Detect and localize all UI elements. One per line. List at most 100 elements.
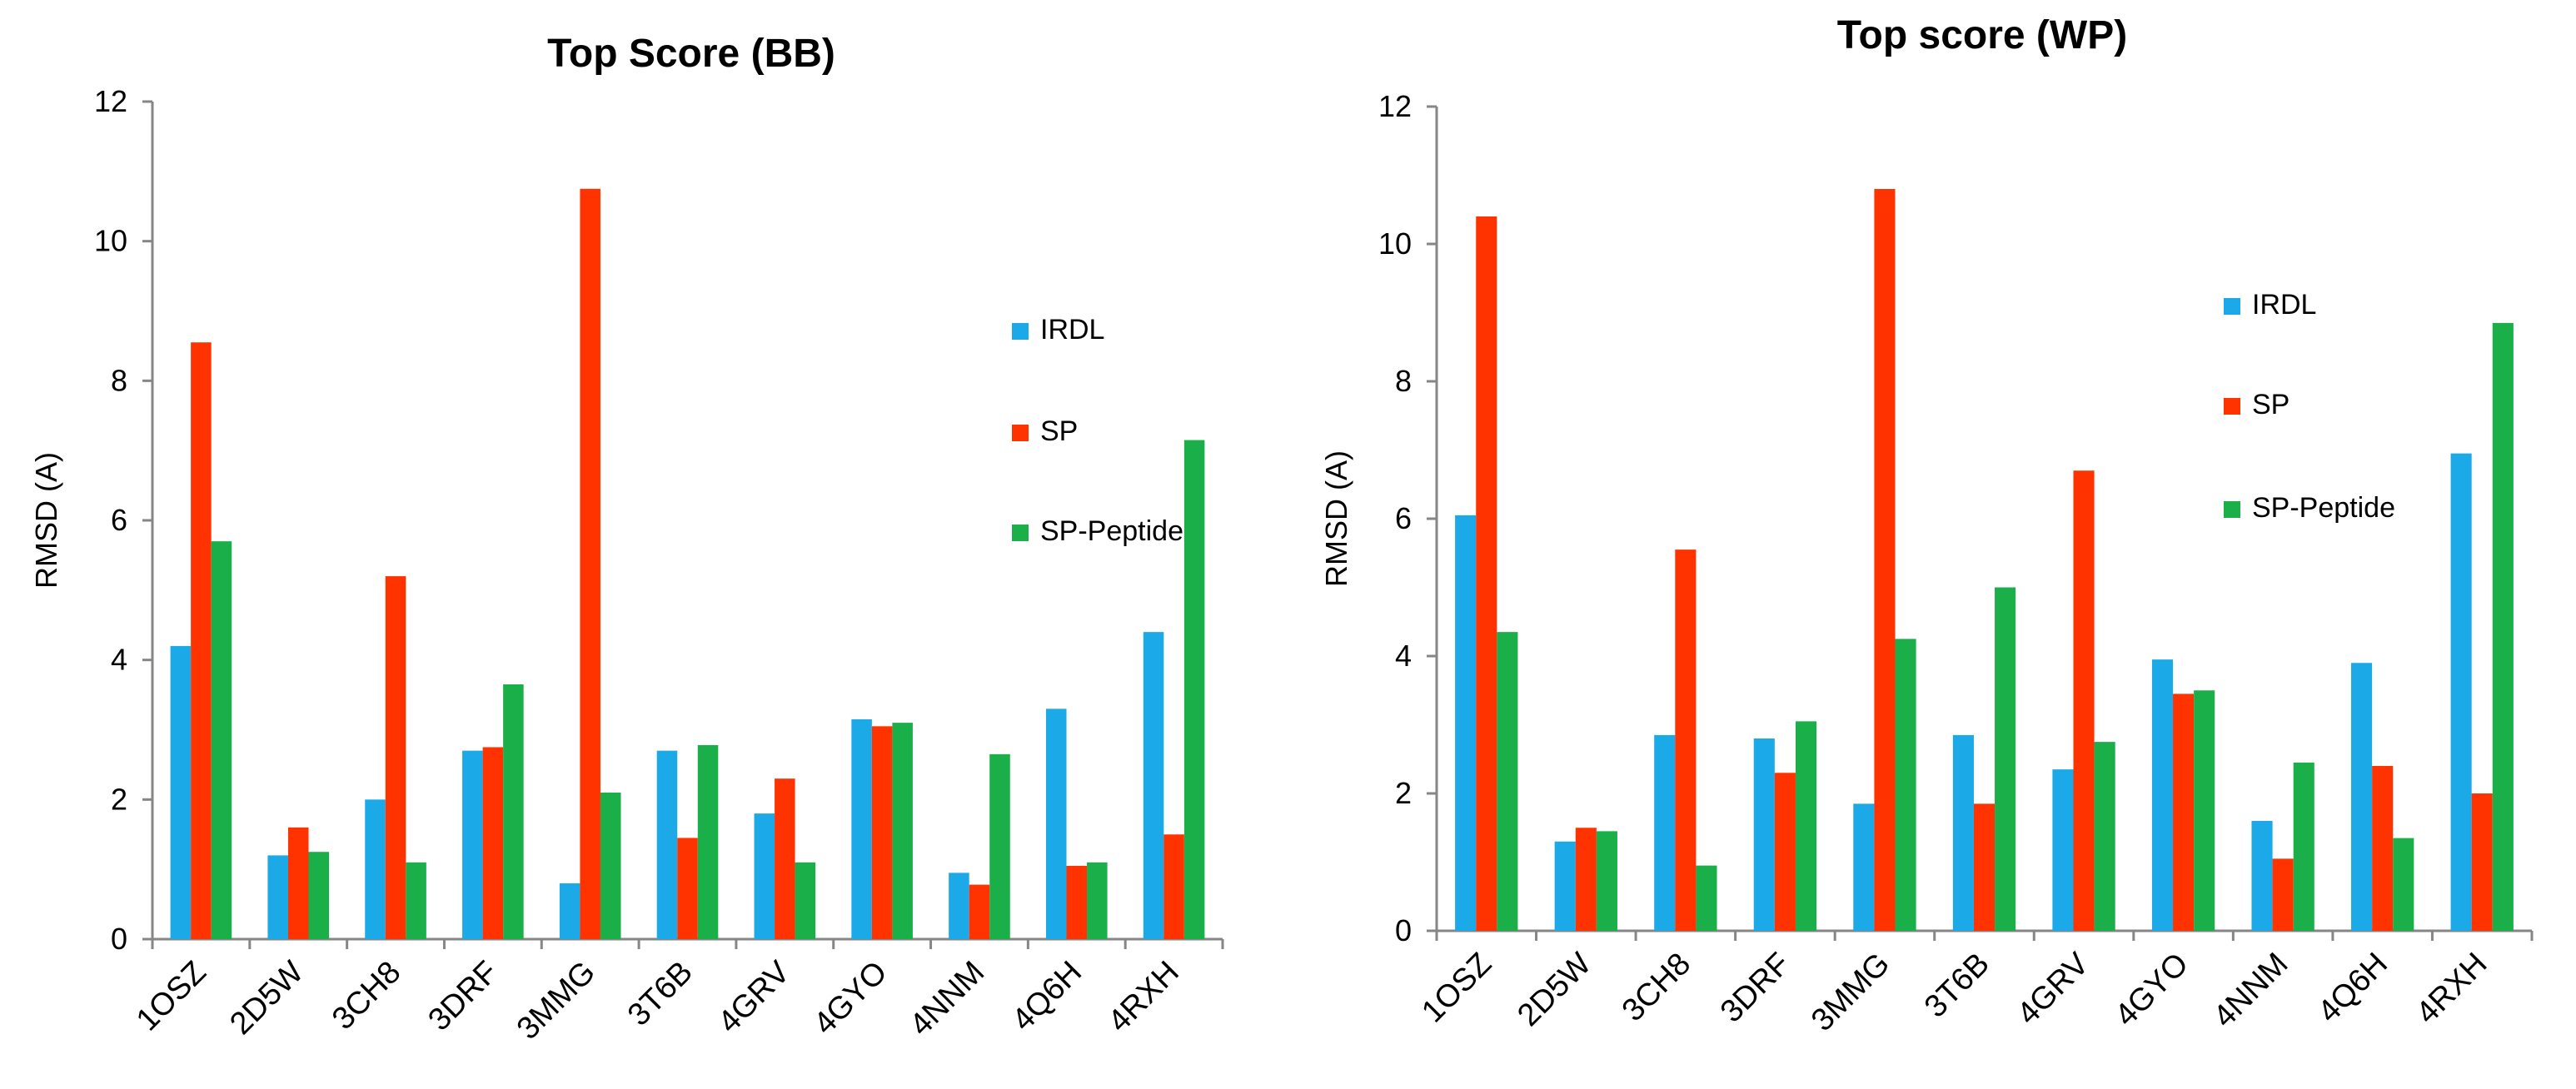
- bar-irdl: [1654, 734, 1676, 931]
- bar-sp: [2471, 793, 2493, 931]
- legend-label: SP: [1040, 415, 1078, 447]
- y-tick-label: 10: [94, 224, 127, 258]
- bar-sp-peptide: [600, 792, 621, 939]
- y-tick-label: 8: [111, 363, 127, 397]
- y-tick-label: 0: [111, 922, 127, 956]
- bar-irdl: [949, 873, 969, 939]
- bar-sp: [2372, 766, 2394, 931]
- bar-irdl: [754, 813, 775, 939]
- bar-irdl: [267, 855, 288, 939]
- bar-irdl: [2450, 453, 2472, 931]
- bar-sp: [2173, 694, 2195, 931]
- legend-swatch: [1012, 525, 1029, 541]
- legend-label: IRDL: [2252, 289, 2316, 321]
- bar-sp-peptide: [1895, 639, 1916, 931]
- y-axis-label: RMSD (A): [1319, 450, 1353, 587]
- legend-swatch: [1012, 323, 1029, 340]
- bar-irdl: [2251, 821, 2273, 931]
- x-tick-label: 1OSZ: [130, 955, 213, 1038]
- bar-irdl: [2052, 769, 2074, 931]
- bar-irdl: [2351, 663, 2373, 931]
- y-tick-label: 6: [111, 503, 127, 537]
- bar-sp: [580, 188, 600, 939]
- legend-swatch: [2224, 298, 2240, 315]
- bar-sp-peptide: [503, 684, 524, 939]
- x-tick-label: 4GYO: [807, 955, 894, 1042]
- bar-irdl: [2151, 659, 2174, 931]
- y-tick-label: 4: [111, 643, 127, 677]
- bar-sp-peptide: [892, 723, 913, 939]
- bar-sp-peptide: [2393, 838, 2414, 931]
- bar-sp: [1774, 773, 1796, 931]
- x-tick-label: 3DRF: [421, 955, 505, 1038]
- x-tick-label: 3CH8: [326, 955, 407, 1037]
- bar-sp: [1575, 828, 1597, 931]
- bar-sp: [1973, 803, 1996, 931]
- bar-sp-peptide: [1696, 865, 1717, 931]
- bar-sp-peptide: [211, 541, 232, 939]
- bar-sp-peptide: [2194, 690, 2215, 931]
- x-tick-label: 4NNM: [2207, 947, 2295, 1035]
- x-tick-label: 4Q6H: [1005, 955, 1089, 1038]
- bar-irdl: [656, 750, 678, 939]
- y-tick-label: 12: [1378, 89, 1412, 123]
- bar-sp: [1066, 865, 1088, 939]
- bar-sp-peptide: [1183, 440, 1205, 939]
- bar-irdl: [559, 883, 580, 939]
- x-tick-label: 3MMG: [1805, 947, 1896, 1038]
- bar-irdl: [1853, 803, 1875, 931]
- x-tick-label: 3T6B: [621, 955, 700, 1033]
- y-axis-label: RMSD (A): [29, 452, 63, 589]
- bar-sp-peptide: [1087, 862, 1108, 939]
- bar-sp-peptide: [406, 862, 426, 939]
- y-tick-label: 4: [1395, 639, 1412, 673]
- bar-irdl: [1045, 709, 1067, 939]
- x-tick-label: 2D5W: [223, 955, 310, 1042]
- bar-irdl: [1455, 515, 1477, 931]
- bar-sp-peptide: [697, 744, 719, 939]
- bar-sp: [1163, 834, 1184, 939]
- bar-irdl: [1554, 841, 1576, 931]
- bar-irdl: [1143, 632, 1164, 939]
- bar-sp-peptide: [1596, 831, 1617, 931]
- bar-sp: [1476, 216, 1497, 931]
- y-tick-label: 2: [111, 782, 127, 816]
- bar-sp: [775, 778, 795, 939]
- bar-sp: [1675, 549, 1697, 931]
- legend-swatch: [1012, 425, 1029, 441]
- legend-swatch: [2224, 501, 2240, 518]
- bar-sp-peptide: [1497, 632, 1518, 931]
- y-tick-label: 6: [1395, 501, 1412, 535]
- bar-sp: [482, 747, 504, 939]
- x-tick-label: 3CH8: [1616, 947, 1697, 1028]
- y-tick-label: 2: [1395, 776, 1412, 810]
- y-tick-label: 10: [1378, 226, 1412, 261]
- bar-sp-peptide: [2293, 762, 2314, 931]
- bar-irdl: [851, 719, 872, 939]
- x-tick-label: 4RXH: [1102, 955, 1186, 1039]
- bar-sp: [969, 884, 990, 939]
- bar-irdl: [1952, 734, 1974, 931]
- chart-title: Top Score (BB): [547, 32, 835, 76]
- legend-label: IRDL: [1040, 314, 1104, 346]
- bar-sp: [2073, 470, 2095, 931]
- chart-title: Top score (WP): [1837, 13, 2127, 57]
- legend-label: SP-Peptide: [2252, 492, 2395, 524]
- bar-irdl: [462, 750, 483, 939]
- bar-sp-peptide: [1995, 587, 2016, 931]
- bar-irdl: [170, 645, 192, 939]
- x-tick-label: 2D5W: [1511, 947, 1597, 1033]
- bar-sp: [385, 576, 406, 939]
- bar-sp: [677, 838, 698, 939]
- x-tick-label: 4GRV: [2010, 946, 2096, 1032]
- x-tick-label: 1OSZ: [1415, 947, 1498, 1030]
- legend-swatch: [2224, 398, 2240, 415]
- x-tick-label: 3MMG: [511, 955, 602, 1047]
- bar-sp: [2272, 858, 2294, 931]
- bar-sp-peptide: [795, 862, 816, 939]
- bar-sp: [1874, 189, 1896, 931]
- bar-sp-peptide: [2094, 742, 2115, 931]
